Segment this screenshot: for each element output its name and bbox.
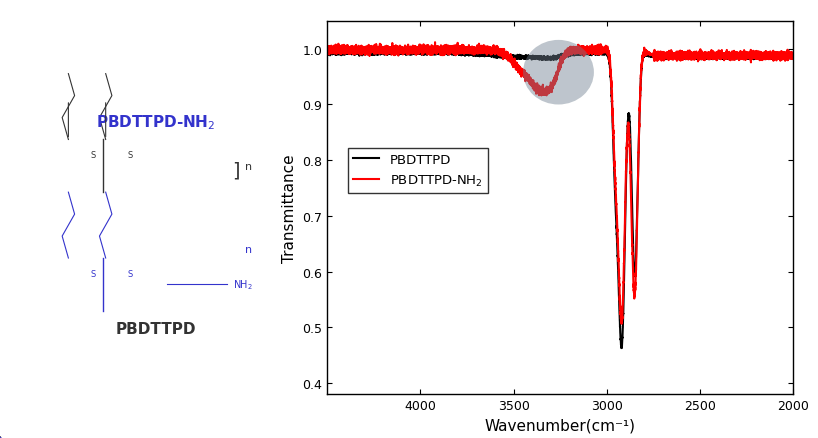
PBDTTPD <box>668 55 678 60</box>
Text: PBDTTPD: PBDTTPD <box>115 321 196 336</box>
Ellipse shape <box>523 41 594 105</box>
PBDTTPD <box>693 55 703 60</box>
X-axis label: Wavenumber(cm⁻¹): Wavenumber(cm⁻¹) <box>485 417 636 433</box>
Text: n: n <box>245 162 252 171</box>
Legend: PBDTTPD, PBDTTPD-NH$_2$: PBDTTPD, PBDTTPD-NH$_2$ <box>348 148 488 194</box>
Text: S: S <box>128 269 133 278</box>
PBDTTPD-NH$_2$ <box>693 54 703 59</box>
Line: PBDTTPD-NH$_2$: PBDTTPD-NH$_2$ <box>327 43 793 324</box>
Text: NH$_2$: NH$_2$ <box>232 278 253 292</box>
Line: PBDTTPD: PBDTTPD <box>327 51 793 348</box>
PBDTTPD <box>426 48 436 53</box>
Text: S: S <box>91 269 96 278</box>
Text: S: S <box>91 151 96 160</box>
PBDTTPD-NH$_2$ <box>430 40 440 46</box>
PBDTTPD <box>789 56 798 61</box>
Text: S: S <box>128 151 133 160</box>
PBDTTPD-NH$_2$ <box>617 321 627 327</box>
Y-axis label: Transmittance: Transmittance <box>281 154 297 262</box>
PBDTTPD-NH$_2$ <box>346 48 356 53</box>
PBDTTPD-NH$_2$ <box>668 53 678 59</box>
Text: PBDTTPD-NH$_2$: PBDTTPD-NH$_2$ <box>96 113 215 132</box>
PBDTTPD-NH$_2$ <box>618 277 628 283</box>
PBDTTPD-NH$_2$ <box>789 53 798 58</box>
PBDTTPD <box>491 53 501 58</box>
PBDTTPD <box>617 346 627 351</box>
PBDTTPD <box>598 53 608 58</box>
PBDTTPD-NH$_2$ <box>322 48 332 53</box>
PBDTTPD-NH$_2$ <box>491 51 501 56</box>
Text: ]: ] <box>232 161 240 180</box>
PBDTTPD <box>618 301 628 307</box>
PBDTTPD <box>322 50 332 56</box>
Text: n: n <box>245 245 252 254</box>
PBDTTPD-NH$_2$ <box>598 46 608 51</box>
PBDTTPD <box>346 50 356 56</box>
